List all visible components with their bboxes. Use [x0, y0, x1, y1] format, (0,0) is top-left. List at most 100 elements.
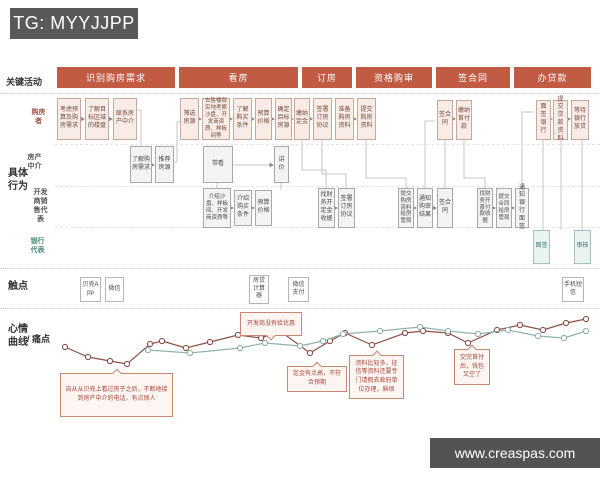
mood-point — [106, 357, 114, 365]
mood-point — [339, 330, 347, 338]
label-pain-points: / 痛点 — [27, 334, 51, 344]
mood-point — [504, 326, 512, 334]
connector-line — [365, 140, 407, 188]
mood-point — [123, 360, 131, 368]
connector-line — [301, 140, 327, 188]
box-buyer: 了解目标区域的楼盘 — [85, 98, 109, 140]
box-buyer: 联系房产中介 — [113, 98, 137, 140]
touchpoint-box: 房贷计算器 — [249, 275, 269, 304]
mood-point — [444, 327, 452, 335]
box-dev: 预算价格 — [255, 190, 272, 226]
annotation-callout: 定金有点高，不符合预期 — [287, 361, 347, 392]
annotation-callout: 交完首付后，钱包又空了 — [454, 344, 490, 385]
mood-point — [61, 343, 69, 351]
actor-label-3: 银行代表 — [30, 238, 45, 255]
mood-point — [261, 339, 269, 347]
stage-header: 资格购审 — [356, 67, 432, 88]
box-dev: 通知购审结果 — [417, 188, 433, 228]
flow-arrow — [269, 162, 274, 168]
box-buyer: 签署订房协议 — [313, 98, 332, 140]
mood-point — [257, 334, 265, 342]
mood-point — [306, 349, 314, 357]
divider — [55, 186, 600, 187]
mood-point — [368, 341, 376, 349]
connector-line — [424, 120, 435, 188]
box-bank: 审核 — [574, 230, 591, 264]
box-bank: 面签 — [533, 230, 550, 264]
box-buyer: 去售楼部实地考察沙盘、开发商资质、样板间等 — [202, 98, 230, 140]
divider — [0, 268, 600, 269]
box-agent: 带看 — [203, 146, 233, 183]
divider — [0, 308, 600, 309]
mood-point — [182, 344, 190, 352]
box-buyer: 面签银行 — [536, 100, 551, 140]
mood-point — [296, 342, 304, 350]
connector-line — [521, 111, 534, 188]
label-mood-curve: 心情曲线 — [8, 324, 28, 348]
box-dev: 找财务开首付款收据 — [477, 188, 493, 228]
mood-point — [144, 346, 152, 354]
box-dev: 通知银行面签 — [515, 185, 529, 230]
mood-point — [84, 353, 92, 361]
stage-header: 识别购房需求 — [57, 67, 175, 88]
box-buyer: 缴纳首付款 — [456, 100, 472, 140]
header-badge: TG: MYYJJPP — [10, 8, 138, 39]
mood-curve-secondary-mood — [147, 326, 587, 354]
flow-arrow — [432, 205, 437, 211]
touchpoint-box: 贝壳App — [80, 277, 101, 302]
mood-point — [206, 338, 214, 346]
box-dev: 找财务开定金收据 — [318, 188, 335, 228]
box-buyer: 筛选房源 — [180, 98, 199, 140]
connector-line — [137, 109, 142, 146]
mood-curve-buyer-mood — [64, 318, 587, 365]
box-dev: 签合同 — [437, 188, 453, 228]
connector-line — [321, 140, 347, 188]
box-buyer: 签合同 — [437, 100, 453, 140]
connector-line — [174, 121, 180, 163]
mood-point — [560, 334, 568, 342]
box-buyer: 考虑预算及购房需求 — [57, 98, 81, 140]
connector-line — [463, 140, 486, 188]
box-dev: 提交购房资料给房管局 — [398, 188, 414, 228]
actor-label-2: 开发商销售代表 — [33, 189, 48, 224]
box-dev: 介绍购买条件 — [234, 190, 252, 226]
flow-arrow — [80, 116, 85, 122]
box-agent: 推荐房源 — [155, 146, 174, 183]
actor-label-0: 购房者 — [31, 109, 46, 126]
annotation-callout: 资料比较多，征信等资料还要专门请假去政府单位办理，麻烦 — [349, 350, 404, 399]
mood-point — [158, 337, 166, 345]
mood-point — [416, 323, 424, 331]
touchpoint-box: 微信 — [105, 277, 124, 302]
flow-arrow — [108, 116, 113, 122]
box-buyer: 预算价格 — [255, 98, 272, 140]
annotation-callout: 开发商没有给优惠 — [240, 312, 302, 341]
mood-point — [464, 339, 472, 347]
box-buyer: 确定目标房源 — [275, 98, 292, 140]
box-agent: 了解购房需求 — [130, 146, 152, 183]
mood-point — [474, 330, 482, 338]
mood-point — [146, 340, 154, 348]
mood-point — [401, 329, 409, 337]
touchpoint-box: 微信支付 — [288, 277, 309, 302]
mood-point — [534, 332, 542, 340]
mood-point — [516, 321, 524, 329]
divider — [0, 93, 600, 94]
box-buyer: 准备购房资料 — [335, 98, 354, 140]
mood-point — [582, 315, 590, 323]
box-dev: 介绍沙盘、样板间、开发商资质等 — [203, 188, 231, 228]
box-buyer: 缴纳定金 — [294, 98, 310, 140]
mood-point — [186, 349, 194, 357]
divider — [55, 144, 600, 145]
box-buyer: 提交贷款资料 — [553, 97, 568, 142]
stage-header: 办贷款 — [514, 67, 591, 88]
mood-point — [319, 337, 327, 345]
box-agent: 讲价 — [274, 146, 289, 183]
box-dev: 提交合同给房管局 — [496, 188, 512, 228]
mood-point — [419, 327, 427, 335]
mood-point — [582, 327, 590, 335]
watermark: www.creaspas.com — [430, 438, 600, 468]
actor-label-1: 房产中介 — [27, 154, 42, 171]
box-dev: 签署订房协议 — [338, 188, 355, 228]
mood-point — [562, 319, 570, 327]
